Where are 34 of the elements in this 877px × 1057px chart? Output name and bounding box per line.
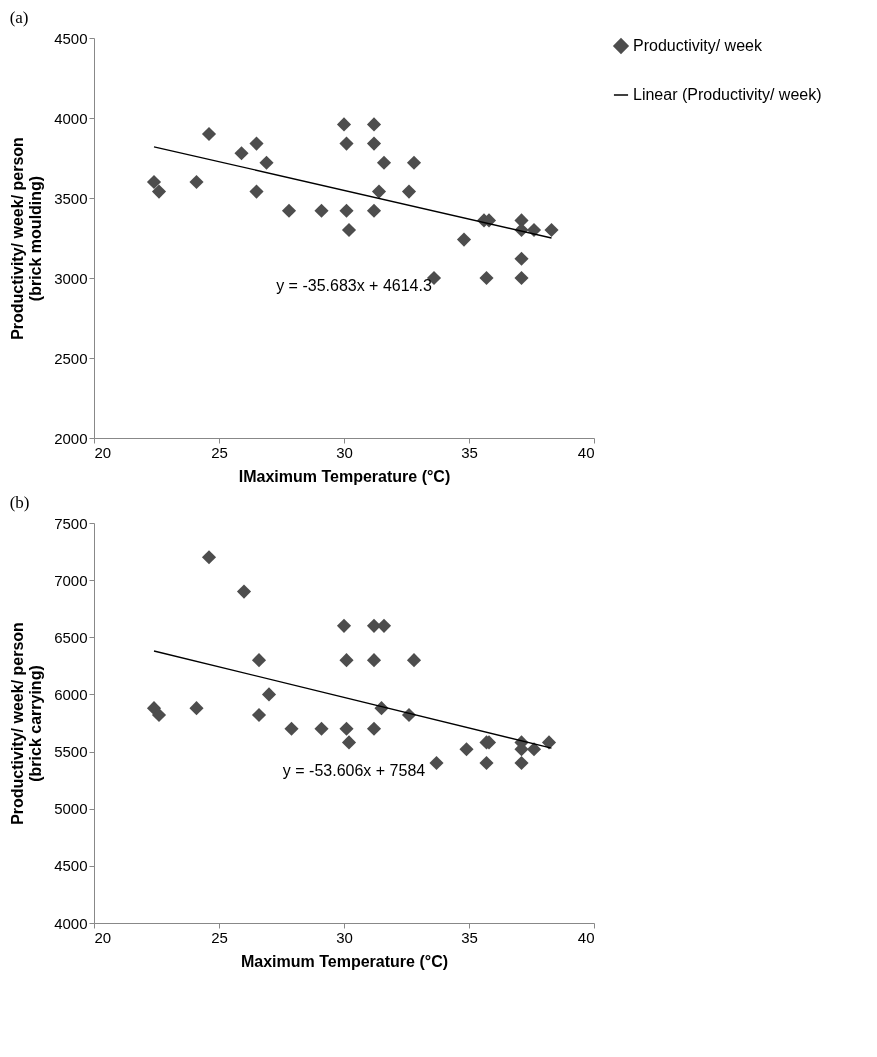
y-tick-label: 5000	[54, 800, 88, 818]
x-tick-label: 20	[94, 443, 112, 461]
chart-title: (b)	[9, 493, 30, 512]
x-axis-title: Maximum Temperature (°C)	[240, 952, 449, 970]
annotation: y = -35.683x + 4614.3	[276, 277, 432, 294]
x-tick-label: 25	[211, 443, 228, 461]
y-tick-label: 2000	[54, 429, 88, 447]
annotation: y = -53.606x + 7584	[282, 762, 426, 779]
y-tick-label: 6500	[54, 628, 88, 646]
y-tick-label: 4500	[54, 29, 88, 47]
y-tick-label: 6000	[54, 685, 88, 703]
y-tick-label: 7500	[54, 514, 88, 532]
y-tick-label: 4500	[54, 857, 88, 875]
y-axis-title: Productivity/ week/ person (brick moulding)	[9, 137, 45, 340]
y-tick-label: 4000	[54, 914, 88, 932]
x-tick-label: 35	[461, 928, 478, 946]
x-tick-label: 35	[461, 443, 478, 461]
x-tick-label: 30	[336, 928, 353, 946]
y-tick-label: 7000	[54, 571, 88, 589]
x-tick-label: 40	[577, 443, 595, 461]
x-axis-title: IMaximum Temperature (°C)	[238, 467, 451, 485]
legend-label: Linear (Productivity/ week)	[633, 86, 822, 103]
legend-label: Productivity/ week	[633, 37, 763, 54]
y-tick-label: 3500	[54, 189, 88, 207]
y-tick-label: 4000	[54, 109, 88, 127]
y-tick-label: 2500	[54, 349, 88, 367]
y-tick-label: 3000	[54, 269, 88, 287]
x-tick-label: 25	[211, 928, 228, 946]
x-tick-label: 20	[94, 928, 112, 946]
y-axis-title: Productivity/ week/ person (brick carrying)	[9, 622, 45, 825]
x-tick-label: 30	[336, 443, 353, 461]
y-tick-label: 5500	[54, 743, 88, 761]
x-tick-label: 40	[577, 928, 595, 946]
chart-title: (a)	[9, 8, 29, 27]
